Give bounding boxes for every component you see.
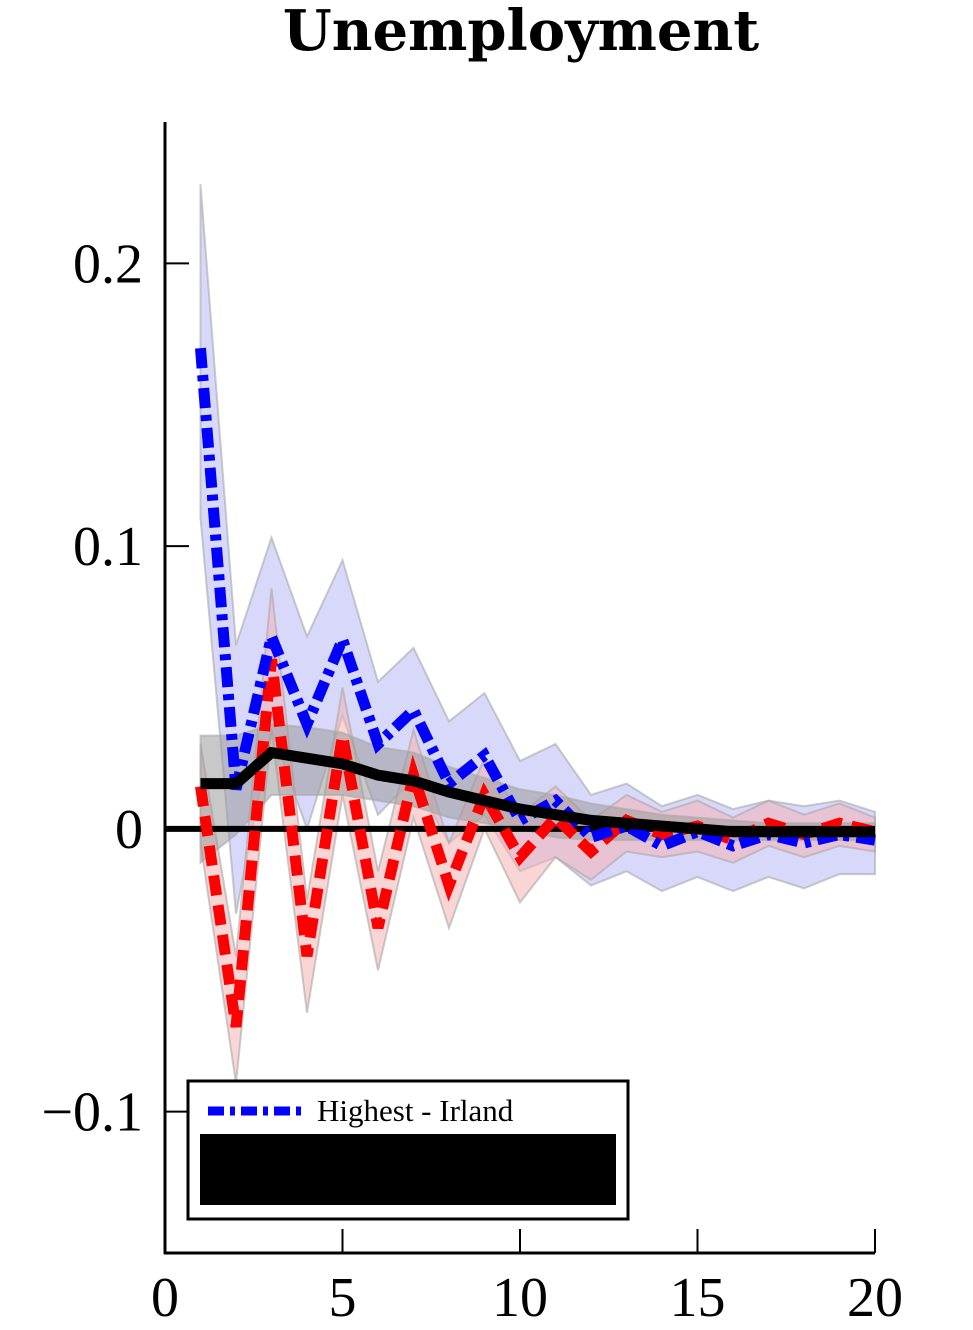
series-line-series-3 [200, 746, 875, 838]
y-tick-label: 0.2 [73, 233, 143, 295]
y-tick-label: 0.1 [73, 516, 143, 578]
x-axis-ticks: 0 5 10 15 20 [151, 1229, 903, 1329]
y-axis-ticks: −0.1 0 0.1 0.2 [41, 233, 189, 1144]
legend-label-highest-irland: Highest - Irland [317, 1093, 514, 1128]
y-tick-label: −0.1 [41, 1082, 143, 1144]
x-tick-label: 20 [847, 1267, 903, 1329]
legend: Highest - Irland [186, 1079, 630, 1221]
y-tick-label: 0 [115, 799, 143, 861]
x-tick-label: 0 [151, 1267, 179, 1329]
chart-title: Unemployment [283, 0, 759, 64]
series-line-series-2 [195, 658, 877, 1028]
x-tick-label: 15 [670, 1267, 726, 1329]
series-lines [195, 347, 877, 1028]
x-tick-label: 5 [329, 1267, 357, 1329]
x-tick-label: 10 [492, 1267, 548, 1329]
legend-redacted-block [200, 1134, 616, 1205]
